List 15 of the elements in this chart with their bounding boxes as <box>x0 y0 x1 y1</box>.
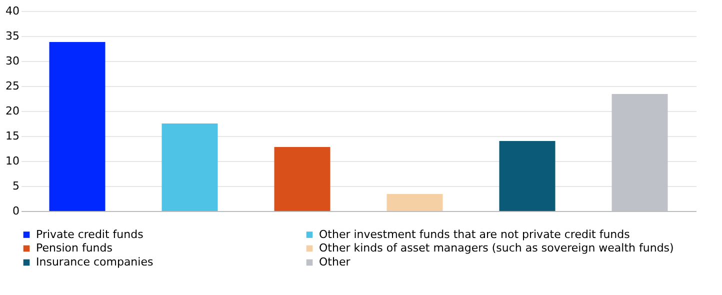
legend-label: Other kinds of asset managers (such as sovereign wealth funds) <box>319 242 674 254</box>
legend-label: Other <box>319 256 351 268</box>
y-tick-label: 15 <box>6 130 20 142</box>
y-tick-label: 40 <box>6 4 20 18</box>
legend-label: Pension funds <box>36 242 113 254</box>
y-tick-label: 35 <box>6 30 20 42</box>
y-tick-label: 0 <box>12 204 20 218</box>
y-tick-label: 30 <box>6 54 20 68</box>
y-tick-label: 25 <box>6 80 20 92</box>
legend-label: Private credit funds <box>36 228 144 241</box>
y-tick-label: 5 <box>12 180 20 192</box>
y-tick-label: 10 <box>6 154 20 168</box>
legend-label: Other investment funds that are not private credit funds <box>319 228 630 241</box>
legend-label: Insurance companies <box>36 256 154 268</box>
y-tick-label: 20 <box>6 104 20 118</box>
